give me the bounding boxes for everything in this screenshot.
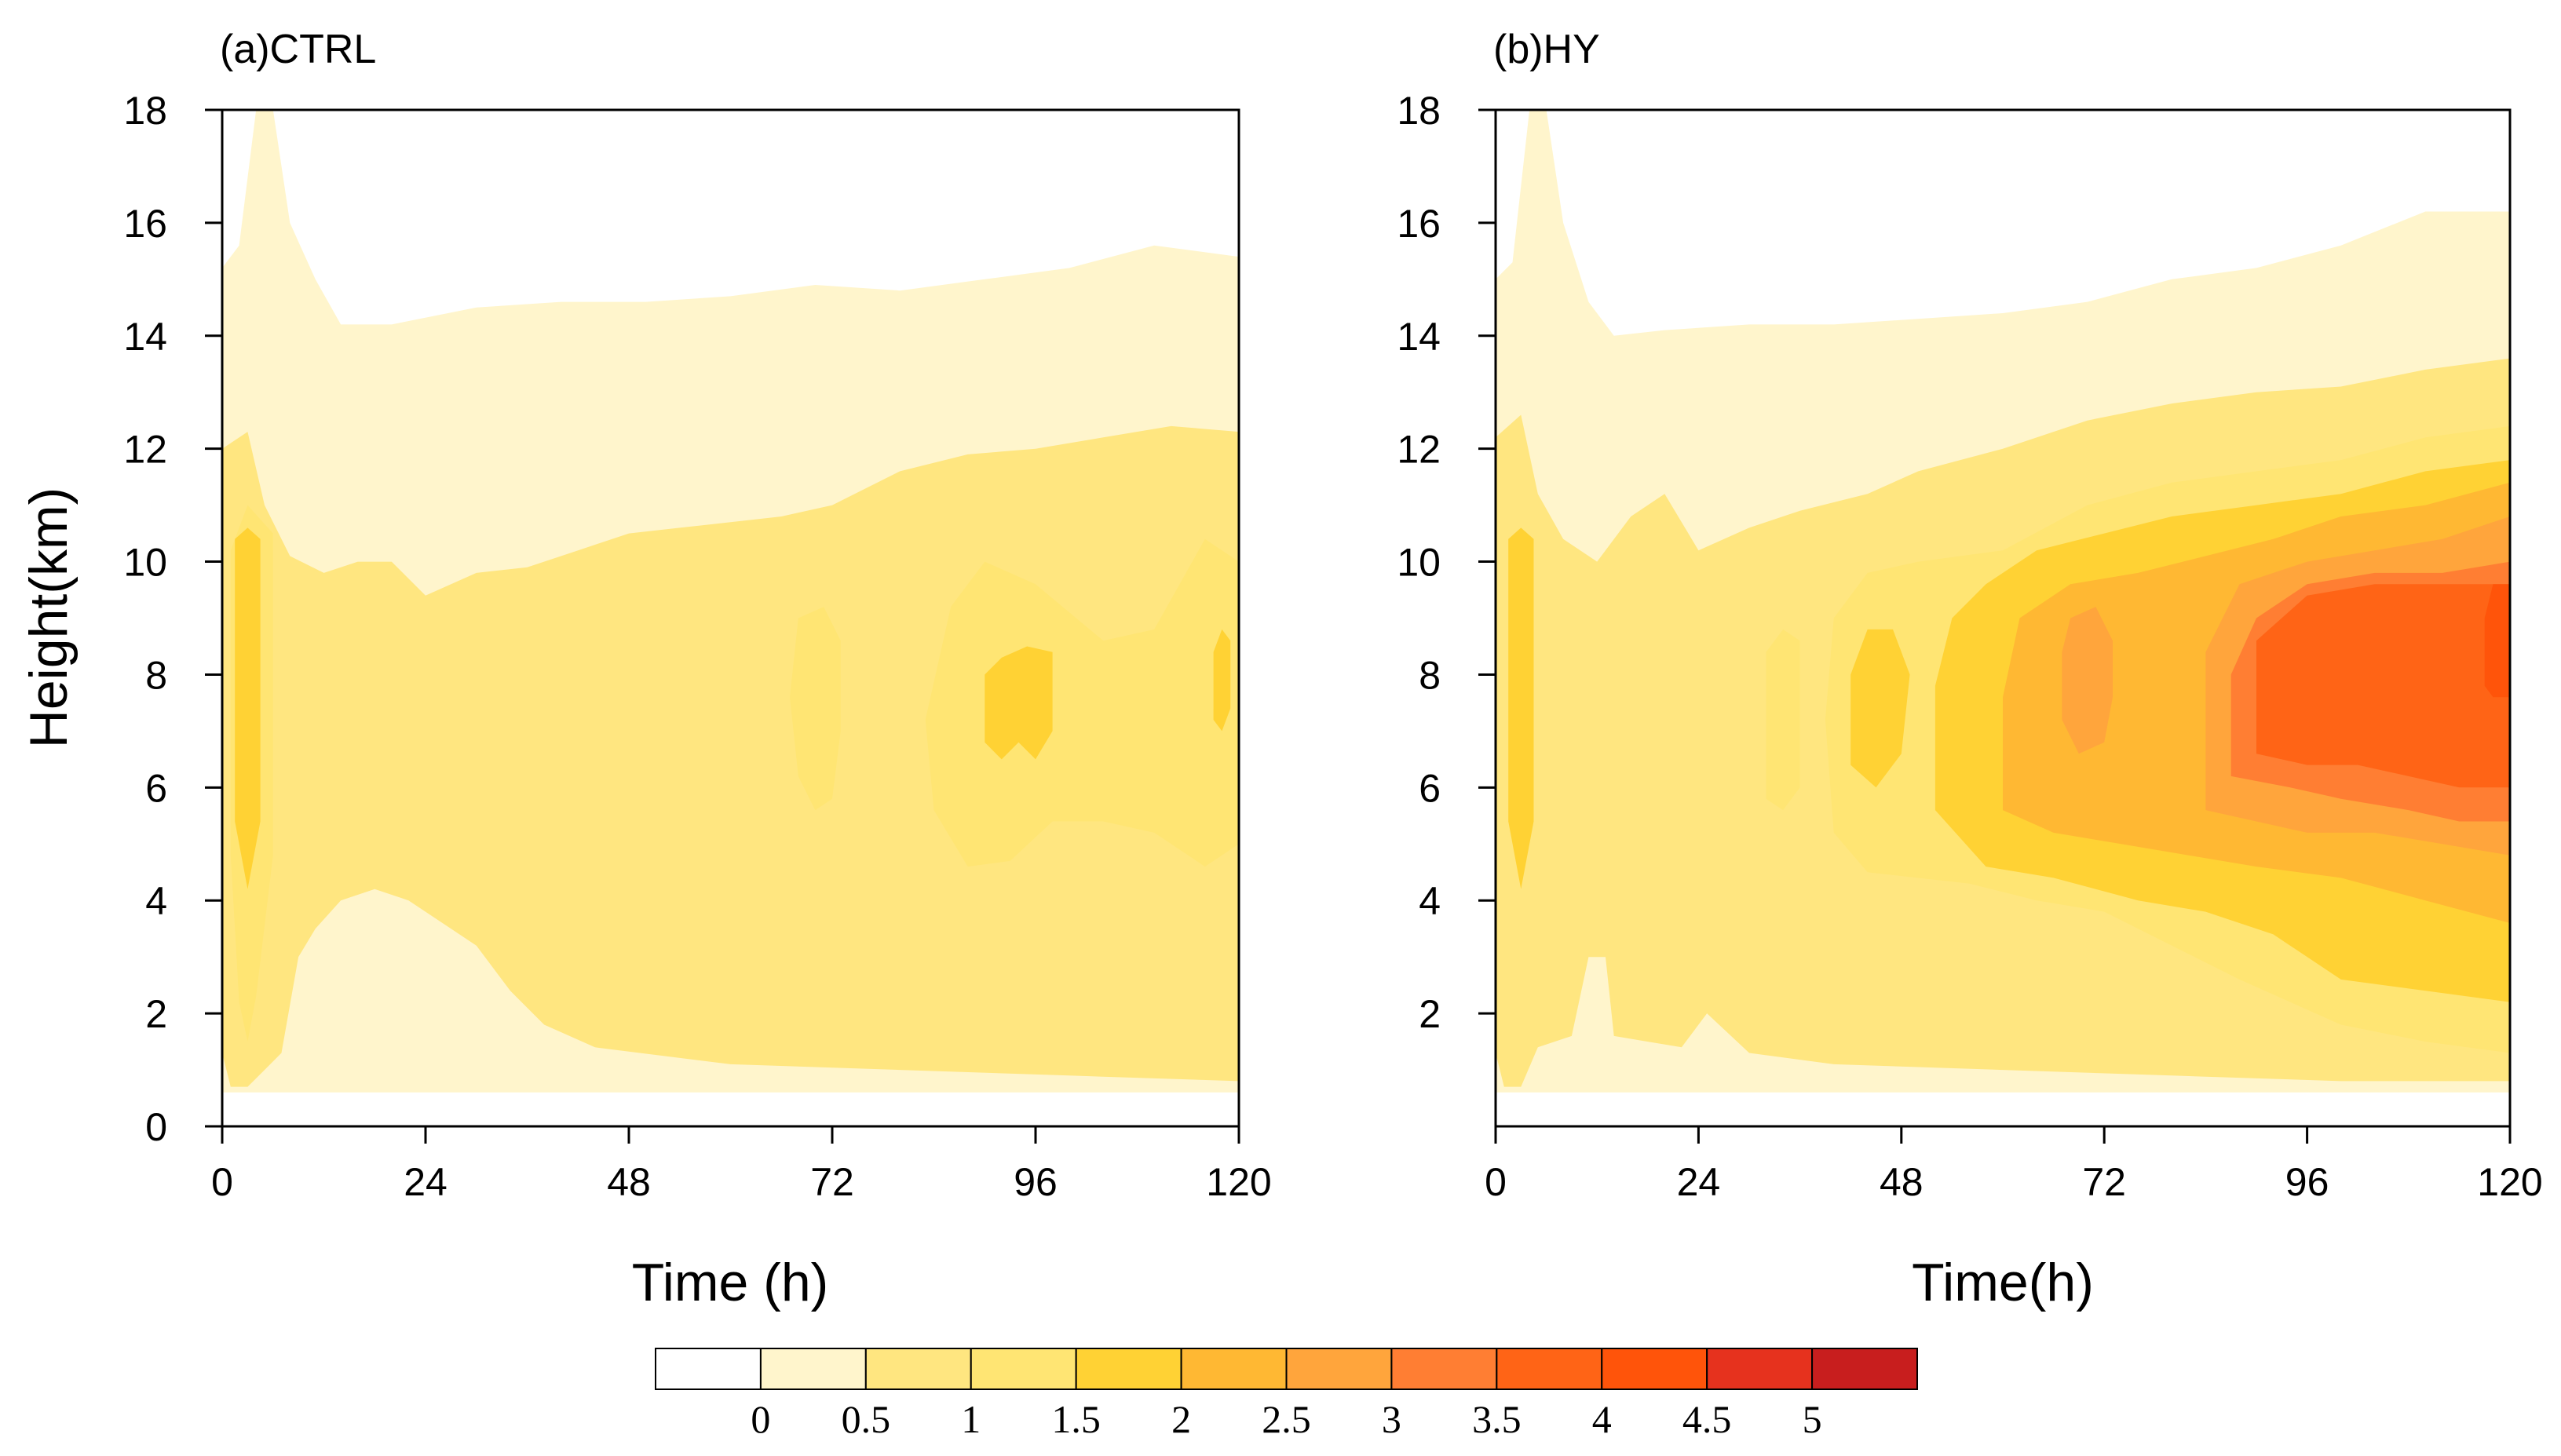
panel-b-y-tick-label-6: 14 xyxy=(1397,315,1441,359)
panel-b-y-tick-label-2: 6 xyxy=(1419,766,1441,810)
panel-b-contour-region-2 xyxy=(1766,629,1800,811)
panel-a-frame xyxy=(221,108,1240,1128)
colorbar-label-6: 3 xyxy=(1382,1397,1401,1441)
panel-b-y-tick-label-1: 4 xyxy=(1419,879,1441,923)
colorbar-label-10: 5 xyxy=(1803,1397,1822,1441)
panel-a-y-tick-label-0: 0 xyxy=(145,1105,167,1149)
colorbar-swatch-10 xyxy=(1706,1348,1814,1390)
colorbar-label-1: 0.5 xyxy=(842,1397,891,1441)
colorbar-label-3: 1.5 xyxy=(1051,1397,1101,1441)
colorbar-swatch-5 xyxy=(1180,1348,1288,1390)
panel-a-y-tick-label-8: 16 xyxy=(123,202,167,246)
colorbar-label-2: 1 xyxy=(961,1397,981,1441)
panel-b-x-tick-label-3: 72 xyxy=(2082,1160,2126,1204)
colorbar-label-9: 4.5 xyxy=(1682,1397,1732,1441)
panel-a-y-tick-label-2: 4 xyxy=(145,879,167,923)
panel-b-y-tick-label-8: 18 xyxy=(1397,89,1441,133)
panel-a-plot-area xyxy=(222,110,1239,1093)
panel-b-x-tick-label-1: 24 xyxy=(1677,1160,1721,1204)
panel-b-y-tick-label-0: 2 xyxy=(1419,992,1441,1036)
colorbar-swatch-7 xyxy=(1390,1348,1498,1390)
panel-a-x-tick-label-0: 0 xyxy=(211,1160,233,1204)
panel-a-y-axis-label: Height(km) xyxy=(19,487,79,749)
colorbar-swatch-11 xyxy=(1811,1348,1918,1390)
colorbar-swatch-8 xyxy=(1496,1348,1603,1390)
panel-a-contour-region-3 xyxy=(790,607,841,811)
panel-b-contour-region-4 xyxy=(1508,527,1534,889)
colorbar-label-8: 4 xyxy=(1592,1397,1612,1441)
panel-b-x-tick-label-4: 96 xyxy=(2285,1160,2329,1204)
panel-a-x-tick-label-3: 72 xyxy=(810,1160,854,1204)
panel-b-y-tick-label-4: 10 xyxy=(1397,541,1441,585)
colorbar-swatch-3 xyxy=(970,1348,1077,1390)
panel-a-x-tick-label-5: 120 xyxy=(1206,1160,1271,1204)
panel-a-y-tick-label-4: 8 xyxy=(145,653,167,697)
panel-a-contour-region-6 xyxy=(985,646,1053,760)
panel-a-y-tick-label-6: 12 xyxy=(123,428,167,472)
panel-b-x-tick-label-0: 0 xyxy=(1485,1160,1507,1204)
panel-a-x-tick-label-2: 48 xyxy=(607,1160,651,1204)
panel-a-y-tick-label-1: 2 xyxy=(145,992,167,1036)
panel-b-contour-region-5 xyxy=(1850,629,1910,788)
panel-a-x-axis-label: Time (h) xyxy=(632,1253,829,1312)
panel-a-title: (a)CTRL xyxy=(220,27,376,72)
panel-b-contour-region-12 xyxy=(2484,584,2510,698)
panel-a-y-tick-label-7: 14 xyxy=(123,315,167,359)
panel-b-y-tick-label-3: 8 xyxy=(1419,653,1441,697)
colorbar-label-7: 3.5 xyxy=(1472,1397,1522,1441)
panel-a-y-tick-label-3: 6 xyxy=(145,766,167,810)
colorbar-swatch-0 xyxy=(655,1348,762,1390)
panel-b-y-tick-label-5: 12 xyxy=(1397,428,1441,472)
colorbar: 0 0.5 1 1.5 2 2.5 3 3.5 4 4.5 5 xyxy=(655,1348,1918,1441)
panel-a-contour-region-7 xyxy=(1213,629,1231,732)
panel-b-x-tick-label-2: 48 xyxy=(1880,1160,1923,1204)
panel-b-title: (b)HY xyxy=(1493,27,1600,72)
panel-b-plot-area xyxy=(1496,110,2510,1093)
colorbar-swatch-2 xyxy=(864,1348,972,1390)
colorbar-label-5: 2.5 xyxy=(1262,1397,1311,1441)
colorbar-swatch-1 xyxy=(759,1348,867,1390)
panel-a-x-tick-label-1: 24 xyxy=(404,1160,448,1204)
colorbar-swatch-4 xyxy=(1075,1348,1182,1390)
panel-a-contour-region-5 xyxy=(235,527,261,889)
panel-a-contour-region-4 xyxy=(925,538,1239,867)
panel-b-y-tick-label-7: 16 xyxy=(1397,202,1441,246)
panel-b-contour-region-8 xyxy=(2062,607,2113,754)
panel-a-x-tick-label-4: 96 xyxy=(1014,1160,1058,1204)
colorbar-label-4: 2 xyxy=(1171,1397,1191,1441)
colorbar-swatch-9 xyxy=(1601,1348,1708,1390)
panel-b-contour-region-11 xyxy=(2256,584,2510,788)
panel-a-y-tick-label-5: 10 xyxy=(123,541,167,585)
colorbar-swatch-6 xyxy=(1285,1348,1393,1390)
colorbar-label-0: 0 xyxy=(751,1397,770,1441)
panel-b-x-tick-label-5: 120 xyxy=(2477,1160,2542,1204)
panel-a-y-tick-label-9: 18 xyxy=(123,89,167,133)
panel-b-frame xyxy=(1494,108,2512,1128)
panel-b-x-axis-label: Time(h) xyxy=(1912,1253,2094,1312)
